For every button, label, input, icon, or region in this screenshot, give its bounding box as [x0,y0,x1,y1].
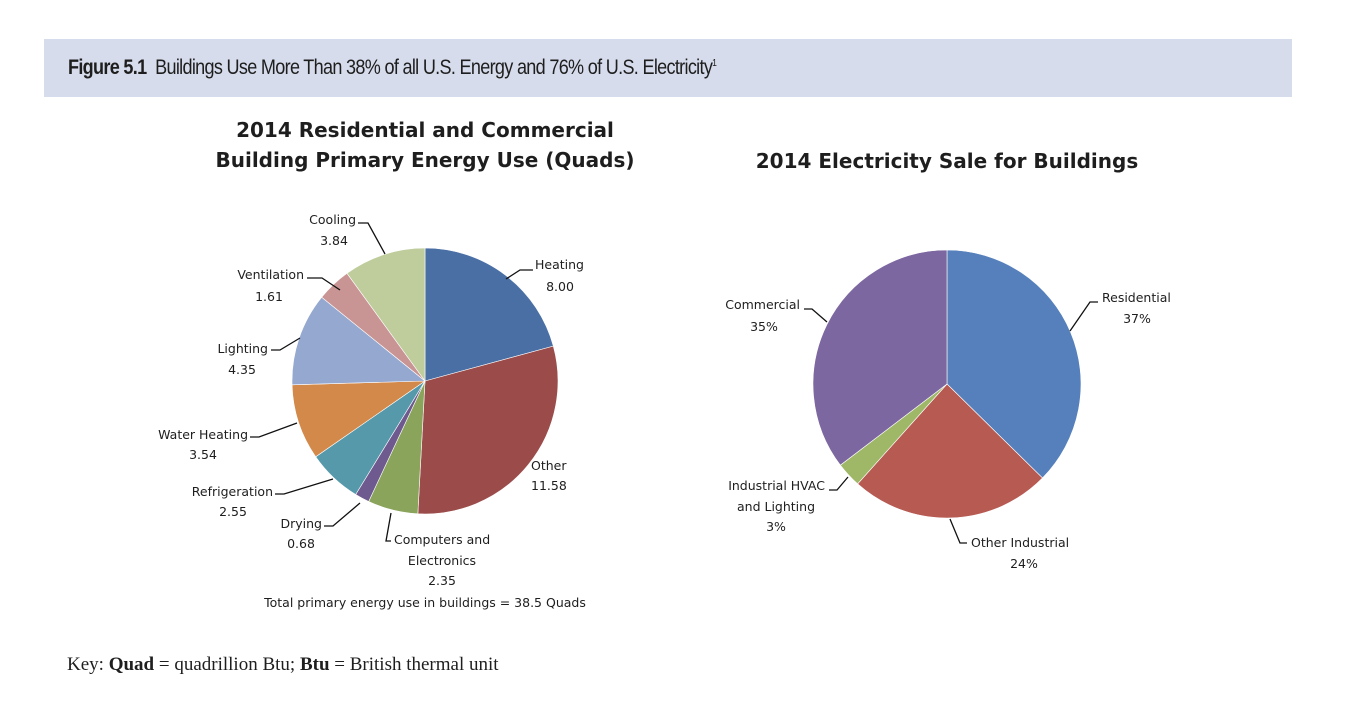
label-lighting: Lighting [217,341,268,356]
label-industrial-hvac-line-2: and Lighting [737,499,815,514]
label-other-industrial: Other Industrial [971,535,1069,550]
electricity-sale-pie-chart: 2014 Electricity Sale for Buildings Resi… [725,149,1171,571]
value-industrial-hvac: 3% [766,519,786,534]
pie-slice-other-industrial [857,383,1043,519]
label-other: Other [531,458,567,473]
value-cooling: 3.84 [320,233,348,248]
label-residential: Residential [1102,290,1171,305]
energy-chart-footer: Total primary energy use in buildings = … [263,595,586,610]
energy-use-pie-chart: 2014 Residential and Commercial Building… [158,118,634,610]
key-def-quad: = quadrillion Btu; [154,654,300,675]
label-refrigeration: Refrigeration [192,484,273,499]
leader-industrial-hvac [829,476,849,491]
figure-caption-text: Buildings Use More Than 38% of all U.S. … [155,56,713,79]
leader-residential [1069,301,1098,332]
label-computers-line-2: Electronics [408,553,476,568]
key-def-btu: = British thermal unit [329,654,499,675]
leader-refrigeration [275,478,334,495]
value-other: 11.58 [531,478,567,493]
label-commercial: Commercial [725,297,800,312]
leader-lighting [271,337,301,351]
pie-slice-cooling [346,247,426,382]
key-prefix: Key: [67,654,109,675]
label-heating: Heating [535,257,584,272]
energy-chart-title-line-2: Building Primary Energy Use (Quads) [215,148,634,172]
value-drying: 0.68 [287,536,315,551]
leader-ventilation [307,277,341,291]
pie-slice-commercial [812,249,948,466]
energy-pie-slices [291,247,559,515]
pie-slice-other [417,345,559,515]
figure-banner: Figure 5.1 Buildings Use More Than 38% o… [44,39,1292,97]
footnote-mark: 1 [712,58,717,69]
leader-heating [505,269,533,280]
key-legend: Key: Quad = quadrillion Btu; Btu = Briti… [67,654,499,676]
value-heating: 8.00 [546,279,574,294]
key-term-quad: Quad [108,654,155,675]
pie-slice-residential [946,249,1082,479]
value-residential: 37% [1123,311,1151,326]
electricity-chart-title: 2014 Electricity Sale for Buildings [756,149,1139,173]
figure-caption: Figure 5.1 Buildings Use More Than 38% o… [68,56,717,80]
energy-chart-title-line-1: 2014 Residential and Commercial [236,118,614,142]
value-computers: 2.35 [428,573,456,588]
value-other-industrial: 24% [1010,556,1038,571]
value-ventilation: 1.61 [255,289,283,304]
leader-water-heating [250,422,298,438]
leader-cooling [358,222,386,255]
label-ventilation: Ventilation [237,267,304,282]
leader-drying [324,502,361,527]
electricity-pie-slices [812,249,1082,519]
label-industrial-hvac-line-1: Industrial HVAC [728,478,825,493]
value-refrigeration: 2.55 [219,504,247,519]
key-term-btu: Btu [299,654,330,675]
leader-commercial [804,308,828,323]
leader-other-industrial [949,518,967,544]
label-cooling: Cooling [309,212,356,227]
label-water-heating: Water Heating [158,427,248,442]
pie-slice-heating [424,247,554,382]
figure-label: Figure 5.1 [68,56,147,79]
label-drying: Drying [281,516,323,531]
label-computers-line-1: Computers and [394,532,490,547]
value-water-heating: 3.54 [189,447,217,462]
leader-computers [385,512,392,542]
value-commercial: 35% [750,319,778,334]
value-lighting: 4.35 [228,362,256,377]
